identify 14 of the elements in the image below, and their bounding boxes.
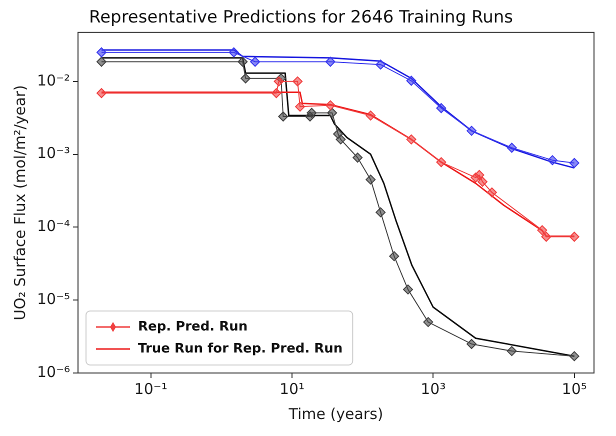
y-tick-label: 10⁻⁵ — [36, 290, 70, 308]
chart-title: Representative Predictions for 2646 Training Runs — [89, 8, 514, 28]
x-tick-label: 10¹ — [279, 380, 305, 398]
legend-label: True Run for Rep. Pred. Run — [138, 341, 343, 356]
x-tick-label: 10⁻¹ — [134, 380, 168, 398]
y-tick-label: 10⁻³ — [36, 144, 70, 162]
y-axis-title: UO₂ Surface Flux (mol/m²/year) — [10, 85, 29, 320]
y-tick-label: 10⁻⁶ — [36, 362, 70, 381]
legend-label: Rep. Pred. Run — [138, 319, 248, 334]
y-tick-label: 10⁻⁴ — [36, 217, 70, 236]
y-tick-label: 10⁻² — [36, 71, 70, 90]
x-tick-label: 10⁵ — [562, 380, 587, 398]
x-tick-label: 10³ — [420, 380, 446, 398]
x-axis-title: Time (years) — [288, 404, 384, 423]
